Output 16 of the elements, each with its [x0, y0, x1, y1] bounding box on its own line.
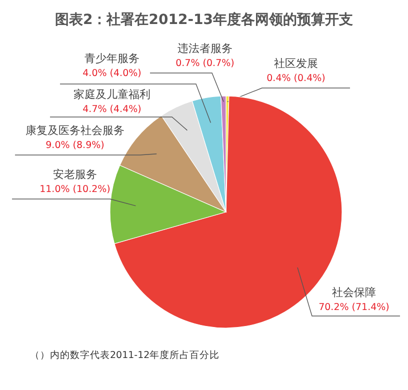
data-label: 4.0% (4.0%) [82, 68, 142, 79]
slice-label: 家庭及儿童福利 [74, 88, 150, 101]
data-label: 4.7% (4.4%) [82, 104, 142, 115]
slice-label: 康复及医务社会服务 [26, 124, 124, 137]
slice-label: 社会保障 [332, 286, 376, 299]
data-label: 11.0% (10.2%) [40, 184, 110, 195]
data-label: 0.4% (0.4%) [266, 73, 326, 84]
slice-label: 安老服务 [53, 168, 97, 181]
data-label: 9.0% (8.9%) [46, 140, 104, 151]
chart-title: 图表2：社署在2012-13年度各网领的预算开支 [55, 11, 353, 28]
slice-label: 违法者服务 [178, 42, 232, 55]
slice-label: 青少年服务 [84, 52, 140, 65]
data-label: 70.2% (71.4%) [318, 302, 390, 313]
slice-label: 社区发展 [274, 57, 318, 70]
data-label: 0.7% (0.7%) [176, 58, 234, 69]
text: （）内的数字代表2011-12年度所占百分比 [30, 349, 220, 361]
